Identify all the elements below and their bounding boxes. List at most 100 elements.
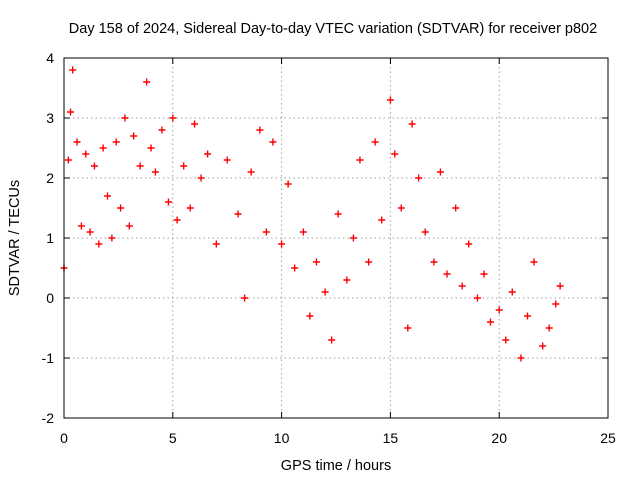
data-point (204, 150, 212, 158)
chart-title: Day 158 of 2024, Sidereal Day-to-day VTE… (69, 21, 597, 37)
data-point (552, 300, 560, 308)
data-point (108, 234, 116, 242)
data-point (430, 258, 438, 266)
y-axis-label: SDTVAR / TECUs (7, 180, 23, 296)
data-point (473, 294, 481, 302)
data-point (480, 270, 488, 278)
data-point (486, 318, 494, 326)
y-tick-label: 1 (46, 230, 54, 246)
data-point (436, 168, 444, 176)
y-tick-label: 3 (46, 110, 54, 126)
data-point (291, 264, 299, 272)
data-point (191, 120, 199, 128)
data-point (69, 66, 77, 74)
data-point (262, 228, 270, 236)
data-point (136, 162, 144, 170)
data-point (234, 210, 242, 218)
data-point (99, 144, 107, 152)
data-point (397, 204, 405, 212)
data-point (349, 234, 357, 242)
data-point (95, 240, 103, 248)
data-point (539, 342, 547, 350)
data-point (452, 204, 460, 212)
y-tick-label: -2 (42, 410, 55, 426)
data-point (391, 150, 399, 158)
data-point (312, 258, 320, 266)
x-tick-label: 25 (600, 430, 616, 446)
plot-frame (63, 57, 609, 419)
x-tick-label: 0 (60, 430, 68, 446)
data-point (523, 312, 531, 320)
data-point (517, 354, 525, 362)
data-point (502, 336, 510, 344)
data-point (328, 336, 336, 344)
data-point (465, 240, 473, 248)
data-point (169, 114, 177, 122)
data-point (421, 228, 429, 236)
data-point (334, 210, 342, 218)
data-point (508, 288, 516, 296)
data-point (67, 108, 75, 116)
data-point (299, 228, 307, 236)
data-point (415, 174, 423, 182)
y-tick-label: 2 (46, 170, 54, 186)
data-point (247, 168, 255, 176)
data-point (90, 162, 98, 170)
data-point (64, 156, 72, 164)
data-point (143, 78, 151, 86)
data-point (371, 138, 379, 146)
data-point (306, 312, 314, 320)
data-point (180, 162, 188, 170)
data-point (223, 156, 231, 164)
data-point (121, 114, 129, 122)
data-point (197, 174, 205, 182)
data-point (164, 198, 172, 206)
x-tick-label: 10 (274, 430, 290, 446)
data-point (73, 138, 81, 146)
data-point (321, 288, 329, 296)
y-tick-label: 4 (46, 50, 54, 66)
data-point (365, 258, 373, 266)
data-points (60, 66, 564, 362)
x-tick-label: 5 (169, 430, 177, 446)
data-point (443, 270, 451, 278)
data-point (104, 192, 112, 200)
data-point (408, 120, 416, 128)
x-tick-label: 20 (491, 430, 507, 446)
data-point (147, 144, 155, 152)
data-point (495, 306, 503, 314)
data-point (458, 282, 466, 290)
data-point (386, 96, 394, 104)
data-point (212, 240, 220, 248)
data-point (117, 204, 125, 212)
data-point (343, 276, 351, 284)
y-tick-label: -1 (42, 350, 55, 366)
data-point (278, 240, 286, 248)
axis-ticks: 0 5 10 15 20 25 -2 -1 0 1 2 3 4 (42, 50, 616, 446)
data-point (404, 324, 412, 332)
data-point (125, 222, 133, 230)
data-point (82, 150, 90, 158)
data-point (151, 168, 159, 176)
data-point (158, 126, 166, 134)
data-point (284, 180, 292, 188)
x-axis-label: GPS time / hours (281, 458, 391, 474)
data-point (545, 324, 553, 332)
data-point (556, 282, 564, 290)
data-point (173, 216, 181, 224)
grid-lines (64, 58, 608, 418)
data-point (186, 204, 194, 212)
y-tick-label: 0 (46, 290, 54, 306)
x-tick-label: 15 (383, 430, 399, 446)
data-point (241, 294, 249, 302)
data-point (269, 138, 277, 146)
data-point (256, 126, 264, 134)
data-point (530, 258, 538, 266)
data-point (112, 138, 120, 146)
data-point (77, 222, 85, 230)
data-point (130, 132, 138, 140)
data-point (86, 228, 94, 236)
data-point (356, 156, 364, 164)
data-point (378, 216, 386, 224)
